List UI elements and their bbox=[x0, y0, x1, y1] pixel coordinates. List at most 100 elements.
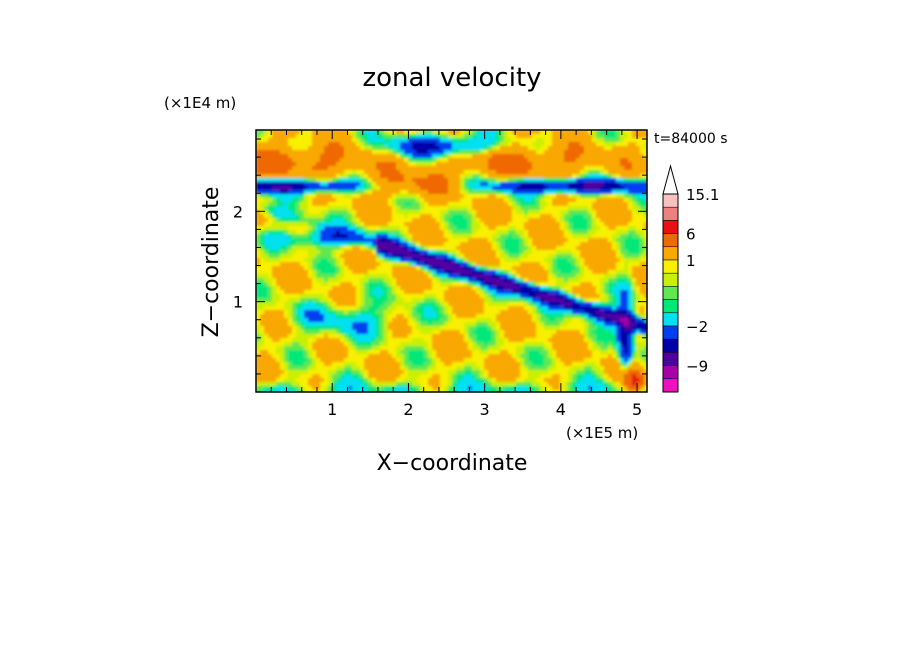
contour-cell bbox=[528, 266, 533, 271]
contour-cell bbox=[392, 238, 397, 243]
contour-cell bbox=[524, 238, 529, 243]
contour-cell bbox=[556, 318, 561, 323]
contour-cell bbox=[340, 246, 345, 251]
contour-cell bbox=[412, 306, 417, 311]
contour-cell bbox=[344, 254, 349, 259]
contour-cell bbox=[620, 318, 625, 323]
contour-cell bbox=[440, 170, 445, 175]
contour-cell bbox=[376, 230, 381, 235]
contour-cell bbox=[412, 218, 417, 223]
contour-cell bbox=[564, 290, 569, 295]
contour-cell bbox=[628, 170, 633, 175]
contour-cell bbox=[332, 134, 337, 139]
contour-cell bbox=[428, 178, 433, 183]
contour-cell bbox=[568, 246, 573, 251]
contour-cell bbox=[448, 146, 453, 151]
contour-cell bbox=[616, 318, 621, 323]
contour-cell bbox=[508, 170, 513, 175]
contour-cell bbox=[356, 294, 361, 299]
contour-cell bbox=[388, 150, 393, 155]
contour-cell bbox=[576, 298, 581, 303]
contour-cell bbox=[564, 298, 569, 303]
contour-cell bbox=[400, 330, 405, 335]
contour-cell bbox=[572, 250, 577, 255]
contour-cell bbox=[580, 282, 585, 287]
contour-cell bbox=[268, 242, 273, 247]
contour-cell bbox=[300, 274, 305, 279]
contour-cell bbox=[560, 318, 565, 323]
contour-cell bbox=[276, 194, 281, 199]
contour-cell bbox=[284, 182, 289, 187]
contour-cell bbox=[544, 222, 549, 227]
contour-cell bbox=[460, 226, 465, 231]
contour-cell bbox=[348, 298, 353, 303]
contour-cell bbox=[576, 190, 581, 195]
contour-cell bbox=[472, 294, 477, 299]
contour-cell bbox=[584, 166, 589, 171]
contour-cell bbox=[480, 210, 485, 215]
contour-cell bbox=[288, 302, 293, 307]
contour-cell bbox=[632, 270, 637, 275]
contour-cell bbox=[292, 178, 297, 183]
contour-cell bbox=[328, 310, 333, 315]
contour-cell bbox=[440, 270, 445, 275]
contour-cell bbox=[600, 290, 605, 295]
contour-cell bbox=[336, 266, 341, 271]
contour-cell bbox=[640, 146, 645, 151]
contour-cell bbox=[428, 246, 433, 251]
contour-cell bbox=[532, 226, 537, 231]
contour-cell bbox=[304, 226, 309, 231]
contour-cell bbox=[308, 190, 313, 195]
contour-cell bbox=[532, 298, 537, 303]
contour-cell bbox=[532, 198, 537, 203]
contour-cell bbox=[496, 262, 501, 267]
contour-cell bbox=[508, 194, 513, 199]
contour-cell bbox=[468, 170, 473, 175]
contour-cell bbox=[532, 166, 537, 171]
contour-cell bbox=[608, 194, 613, 199]
contour-cell bbox=[560, 166, 565, 171]
contour-cell bbox=[384, 298, 389, 303]
contour-cell bbox=[500, 166, 505, 171]
contour-cell bbox=[332, 298, 337, 303]
contour-cell bbox=[632, 138, 637, 143]
contour-cell bbox=[488, 194, 493, 199]
contour-cell bbox=[496, 138, 501, 143]
contour-cell bbox=[600, 262, 605, 267]
contour-cell bbox=[320, 150, 325, 155]
contour-cell bbox=[332, 242, 337, 247]
contour-cell bbox=[484, 250, 489, 255]
contour-cell bbox=[404, 250, 409, 255]
contour-cell bbox=[464, 206, 469, 211]
contour-cell bbox=[568, 218, 573, 223]
contour-cell bbox=[564, 226, 569, 231]
contour-cell bbox=[516, 226, 521, 231]
contour-cell bbox=[284, 274, 289, 279]
contour-cell bbox=[496, 246, 501, 251]
contour-cell bbox=[420, 190, 425, 195]
contour-cell bbox=[344, 130, 349, 135]
contour-cell bbox=[592, 314, 597, 319]
contour-cell bbox=[312, 330, 317, 335]
contour-cell bbox=[332, 222, 337, 227]
contour-cell bbox=[288, 238, 293, 243]
contour-cell bbox=[476, 182, 481, 187]
contour-cell bbox=[500, 190, 505, 195]
contour-cell bbox=[312, 226, 317, 231]
contour-cell bbox=[548, 302, 553, 307]
contour-cell bbox=[628, 306, 633, 311]
contour-cell bbox=[392, 198, 397, 203]
contour-cell bbox=[336, 274, 341, 279]
contour-cell bbox=[564, 302, 569, 307]
contour-cell bbox=[568, 266, 573, 271]
contour-cell bbox=[428, 278, 433, 283]
contour-cell bbox=[612, 130, 617, 135]
contour-field bbox=[256, 130, 647, 392]
contour-cell bbox=[520, 210, 525, 215]
contour-cell bbox=[572, 318, 577, 323]
contour-cell bbox=[576, 206, 581, 211]
contour-cell bbox=[320, 234, 325, 239]
contour-cell bbox=[376, 226, 381, 231]
contour-cell bbox=[488, 206, 493, 211]
contour-cell bbox=[436, 298, 441, 303]
